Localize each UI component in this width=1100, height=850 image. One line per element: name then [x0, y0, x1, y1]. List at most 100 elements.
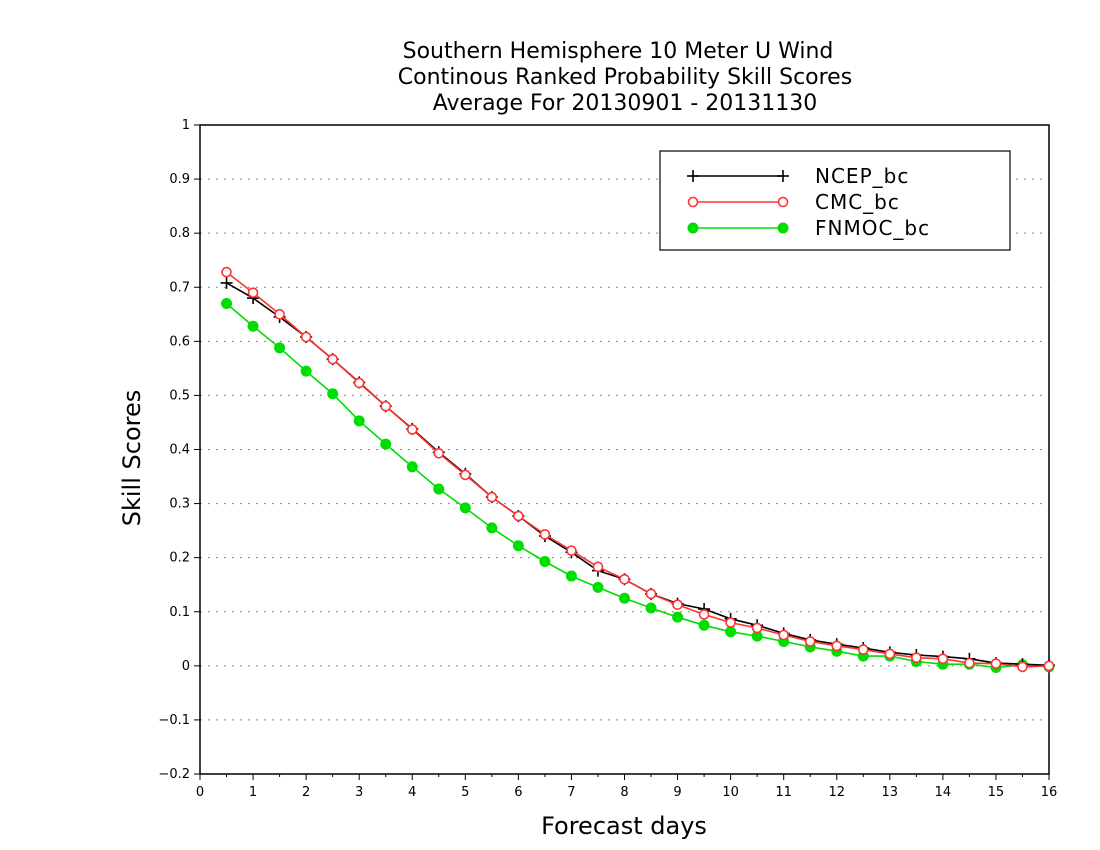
title-line-3: Average For 20130901 - 20131130 — [433, 91, 818, 116]
legend-item-fnmoc-bc: FNMOC_bc — [687, 216, 930, 240]
point-fnmoc-bc — [539, 555, 551, 567]
point-cmc-bc — [911, 652, 922, 664]
point-fnmoc-bc — [353, 415, 365, 427]
point-cmc-bc — [672, 599, 683, 611]
series-cmc-bc — [221, 266, 1055, 673]
legend-marker — [687, 170, 699, 182]
x-tick-label: 9 — [673, 785, 681, 800]
y-tick-label: 0.7 — [169, 280, 190, 295]
title-line-2: Continous Ranked Probability Skill Score… — [398, 65, 852, 90]
point-cmc-bc — [353, 377, 365, 389]
y-tick-label: 0.3 — [169, 497, 190, 512]
y-tick-label: 0.1 — [169, 605, 190, 620]
point-fnmoc-bc — [433, 483, 445, 495]
y-tick-label: 0.4 — [169, 443, 190, 458]
point-cmc-bc — [884, 648, 896, 660]
point-fnmoc-bc — [672, 611, 684, 623]
y-tick-label: 0.9 — [169, 172, 190, 187]
point-cmc-bc — [592, 561, 604, 573]
point-cmc-bc — [645, 588, 657, 600]
x-tick-label: 14 — [935, 785, 952, 800]
point-cmc-bc — [857, 644, 869, 655]
point-fnmoc-bc — [300, 365, 312, 377]
point-cmc-bc — [778, 629, 789, 641]
point-fnmoc-bc — [619, 592, 630, 604]
point-cmc-bc — [513, 510, 524, 522]
point-cmc-bc — [247, 287, 259, 298]
point-cmc-bc — [274, 308, 285, 320]
y-tick-label: 0.6 — [169, 334, 190, 349]
point-cmc-bc — [831, 640, 843, 652]
series-line-cmc-bc — [226, 271, 1050, 668]
point-cmc-bc — [433, 447, 445, 459]
x-tick-label: 11 — [775, 785, 792, 800]
x-tick-label: 2 — [302, 785, 310, 800]
legend-label: FNMOC_bc — [815, 216, 930, 240]
y-tick-label: 0.5 — [169, 388, 190, 403]
point-fnmoc-bc — [698, 619, 710, 631]
point-fnmoc-bc — [380, 438, 392, 450]
title-line-1: Southern Hemisphere 10 Meter U Wind — [403, 39, 834, 64]
legend-item-ncep-bc: NCEP_bc — [687, 164, 908, 188]
series-fnmoc-bc — [221, 297, 1055, 673]
point-fnmoc-bc — [327, 388, 339, 400]
series-group — [220, 266, 1055, 673]
point-cmc-bc — [539, 529, 551, 540]
y-tick-label: 0 — [182, 659, 190, 674]
legend-marker — [777, 196, 789, 208]
x-tick-label: 3 — [355, 785, 363, 800]
point-cmc-bc — [566, 545, 577, 556]
point-cmc-bc — [300, 331, 312, 343]
point-cmc-bc — [1043, 660, 1055, 672]
legend-marker — [777, 222, 789, 234]
y-axis-ticks: −0.2 −0.1 0 0.1 0.2 0.3 0.4 0.5 0.6 0.7 0.8 0.9 1 — [158, 118, 200, 782]
point-cmc-bc — [619, 573, 630, 585]
x-axis-ticks: 0 1 2 3 4 5 6 7 8 9 10 11 12 13 14 15 16 — [196, 774, 1057, 800]
point-cmc-bc — [1017, 661, 1028, 673]
x-tick-label: 1 — [249, 785, 257, 800]
point-fnmoc-bc — [486, 522, 498, 534]
point-ncep-bc — [220, 276, 233, 289]
y-tick-label: −0.1 — [158, 713, 190, 728]
point-cmc-bc — [327, 353, 338, 365]
x-tick-label: 0 — [196, 785, 204, 800]
point-fnmoc-bc — [221, 297, 233, 309]
legend-marker — [687, 222, 699, 234]
point-cmc-bc — [486, 491, 498, 503]
point-cmc-bc — [990, 658, 1002, 669]
point-fnmoc-bc — [645, 602, 657, 614]
grid — [200, 178, 1049, 721]
x-tick-label: 10 — [722, 785, 739, 800]
legend-label: CMC_bc — [815, 190, 900, 214]
x-tick-label: 4 — [408, 785, 416, 800]
point-fnmoc-bc — [512, 540, 524, 552]
series-line-ncep-bc — [226, 282, 1050, 667]
x-tick-label: 6 — [514, 785, 522, 800]
series-line-fnmoc-bc — [225, 302, 1050, 669]
chart-title: Southern Hemisphere 10 Meter U Wind Cont… — [398, 39, 852, 116]
y-tick-label: 0.2 — [169, 551, 190, 566]
x-tick-label: 13 — [882, 785, 899, 800]
legend-marker — [687, 196, 699, 208]
point-cmc-bc — [751, 622, 763, 634]
x-tick-label: 8 — [620, 785, 628, 800]
point-fnmoc-bc — [725, 626, 737, 638]
point-cmc-bc — [964, 657, 975, 669]
y-tick-label: −0.2 — [158, 767, 190, 782]
x-axis-label: Forecast days — [541, 812, 707, 840]
x-tick-label: 5 — [461, 785, 469, 800]
y-tick-label: 0.8 — [169, 226, 190, 241]
legend-item-cmc-bc: CMC_bc — [687, 190, 900, 214]
point-fnmoc-bc — [592, 581, 604, 593]
point-cmc-bc — [380, 400, 392, 412]
point-fnmoc-bc — [406, 461, 418, 473]
point-cmc-bc — [221, 266, 232, 278]
x-tick-label: 12 — [828, 785, 845, 800]
legend-marker — [777, 170, 789, 182]
y-axis-label: Skill Scores — [118, 390, 146, 527]
point-cmc-bc — [698, 609, 710, 620]
x-tick-label: 7 — [567, 785, 575, 800]
point-fnmoc-bc — [247, 320, 259, 332]
